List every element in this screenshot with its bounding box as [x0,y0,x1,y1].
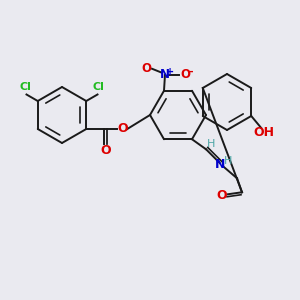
Text: O: O [100,143,111,157]
Text: H: H [224,156,232,166]
Text: OH: OH [254,127,275,140]
Text: +: + [166,67,174,77]
Text: Cl: Cl [20,82,32,92]
Text: N: N [215,158,225,171]
Text: O: O [141,62,151,75]
Text: O: O [117,122,128,136]
Text: Cl: Cl [93,82,104,92]
Text: O: O [217,189,227,202]
Text: -: - [189,67,193,77]
Text: O: O [180,68,190,81]
Text: H: H [207,139,215,149]
Text: N: N [160,68,170,81]
